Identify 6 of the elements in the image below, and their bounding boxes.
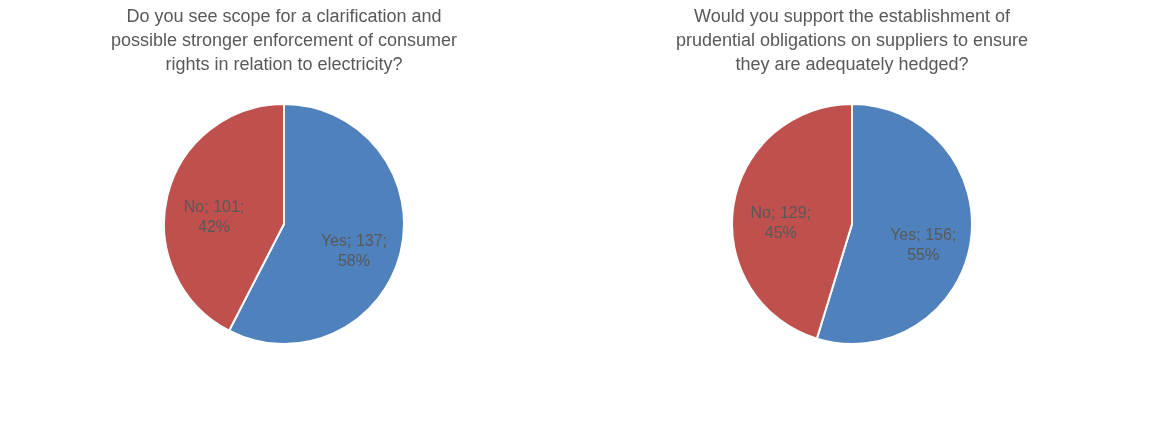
slice-label: No; 101; 42%	[183, 198, 245, 236]
chart-title: Would you support the establishment of prudential obligations on suppliers to ensure they are adequately hedged?	[675, 6, 1029, 74]
chart-title: Do you see scope for a clarification and possible stronger enforcement of consumer rights in relation to electricity?	[110, 6, 458, 74]
slice-label: Yes; 156; 55%	[890, 225, 957, 263]
slice-label: Yes; 137; 58%	[320, 231, 388, 269]
slice-label: No; 129; 45%	[750, 204, 812, 242]
